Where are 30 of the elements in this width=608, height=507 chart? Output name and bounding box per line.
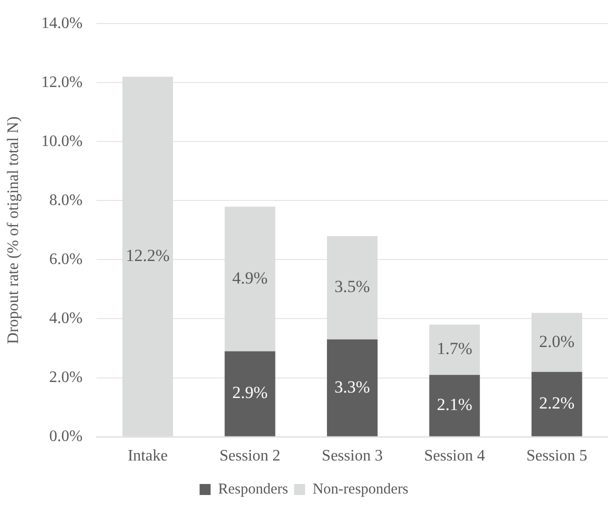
y-tick-label: 10.0%	[41, 132, 83, 150]
x-tick-label: Session 4	[424, 448, 486, 465]
y-tick-label: 4.0%	[49, 310, 83, 327]
bar	[532, 372, 582, 436]
bar	[224, 351, 276, 436]
y-axis-title: Dropout rate (% of otiginal total N)	[4, 116, 22, 344]
y-tick-label: 6.0%	[49, 250, 83, 268]
bar	[326, 339, 378, 436]
data-label: 1.7%	[436, 339, 472, 358]
data-label: 2.2%	[539, 394, 575, 413]
bar	[429, 324, 480, 375]
data-label: 12.2%	[126, 246, 170, 265]
y-tick-label: 2.0%	[49, 368, 83, 386]
legend-label: Responders	[218, 481, 288, 498]
y-tick-label: 14.0%	[41, 14, 83, 32]
y-tick-label: 12.0%	[41, 74, 83, 91]
y-tick-label: 0.0%	[49, 428, 83, 446]
bar	[429, 374, 480, 436]
data-label: 3.5%	[334, 277, 370, 296]
x-tick-label: Intake	[128, 448, 168, 465]
data-label: 2.0%	[539, 332, 575, 351]
y-tick-label: 8.0%	[49, 192, 83, 209]
data-label: 2.9%	[232, 383, 268, 402]
x-tick-label: Session 3	[322, 448, 383, 465]
data-label: 2.1%	[436, 395, 472, 414]
x-tick-label: Session 2	[220, 448, 280, 465]
data-label: 4.9%	[232, 268, 268, 288]
data-label: 3.3%	[334, 377, 370, 396]
legend-label: Non-responders	[312, 481, 409, 498]
x-tick-label: Session 5	[526, 448, 588, 465]
